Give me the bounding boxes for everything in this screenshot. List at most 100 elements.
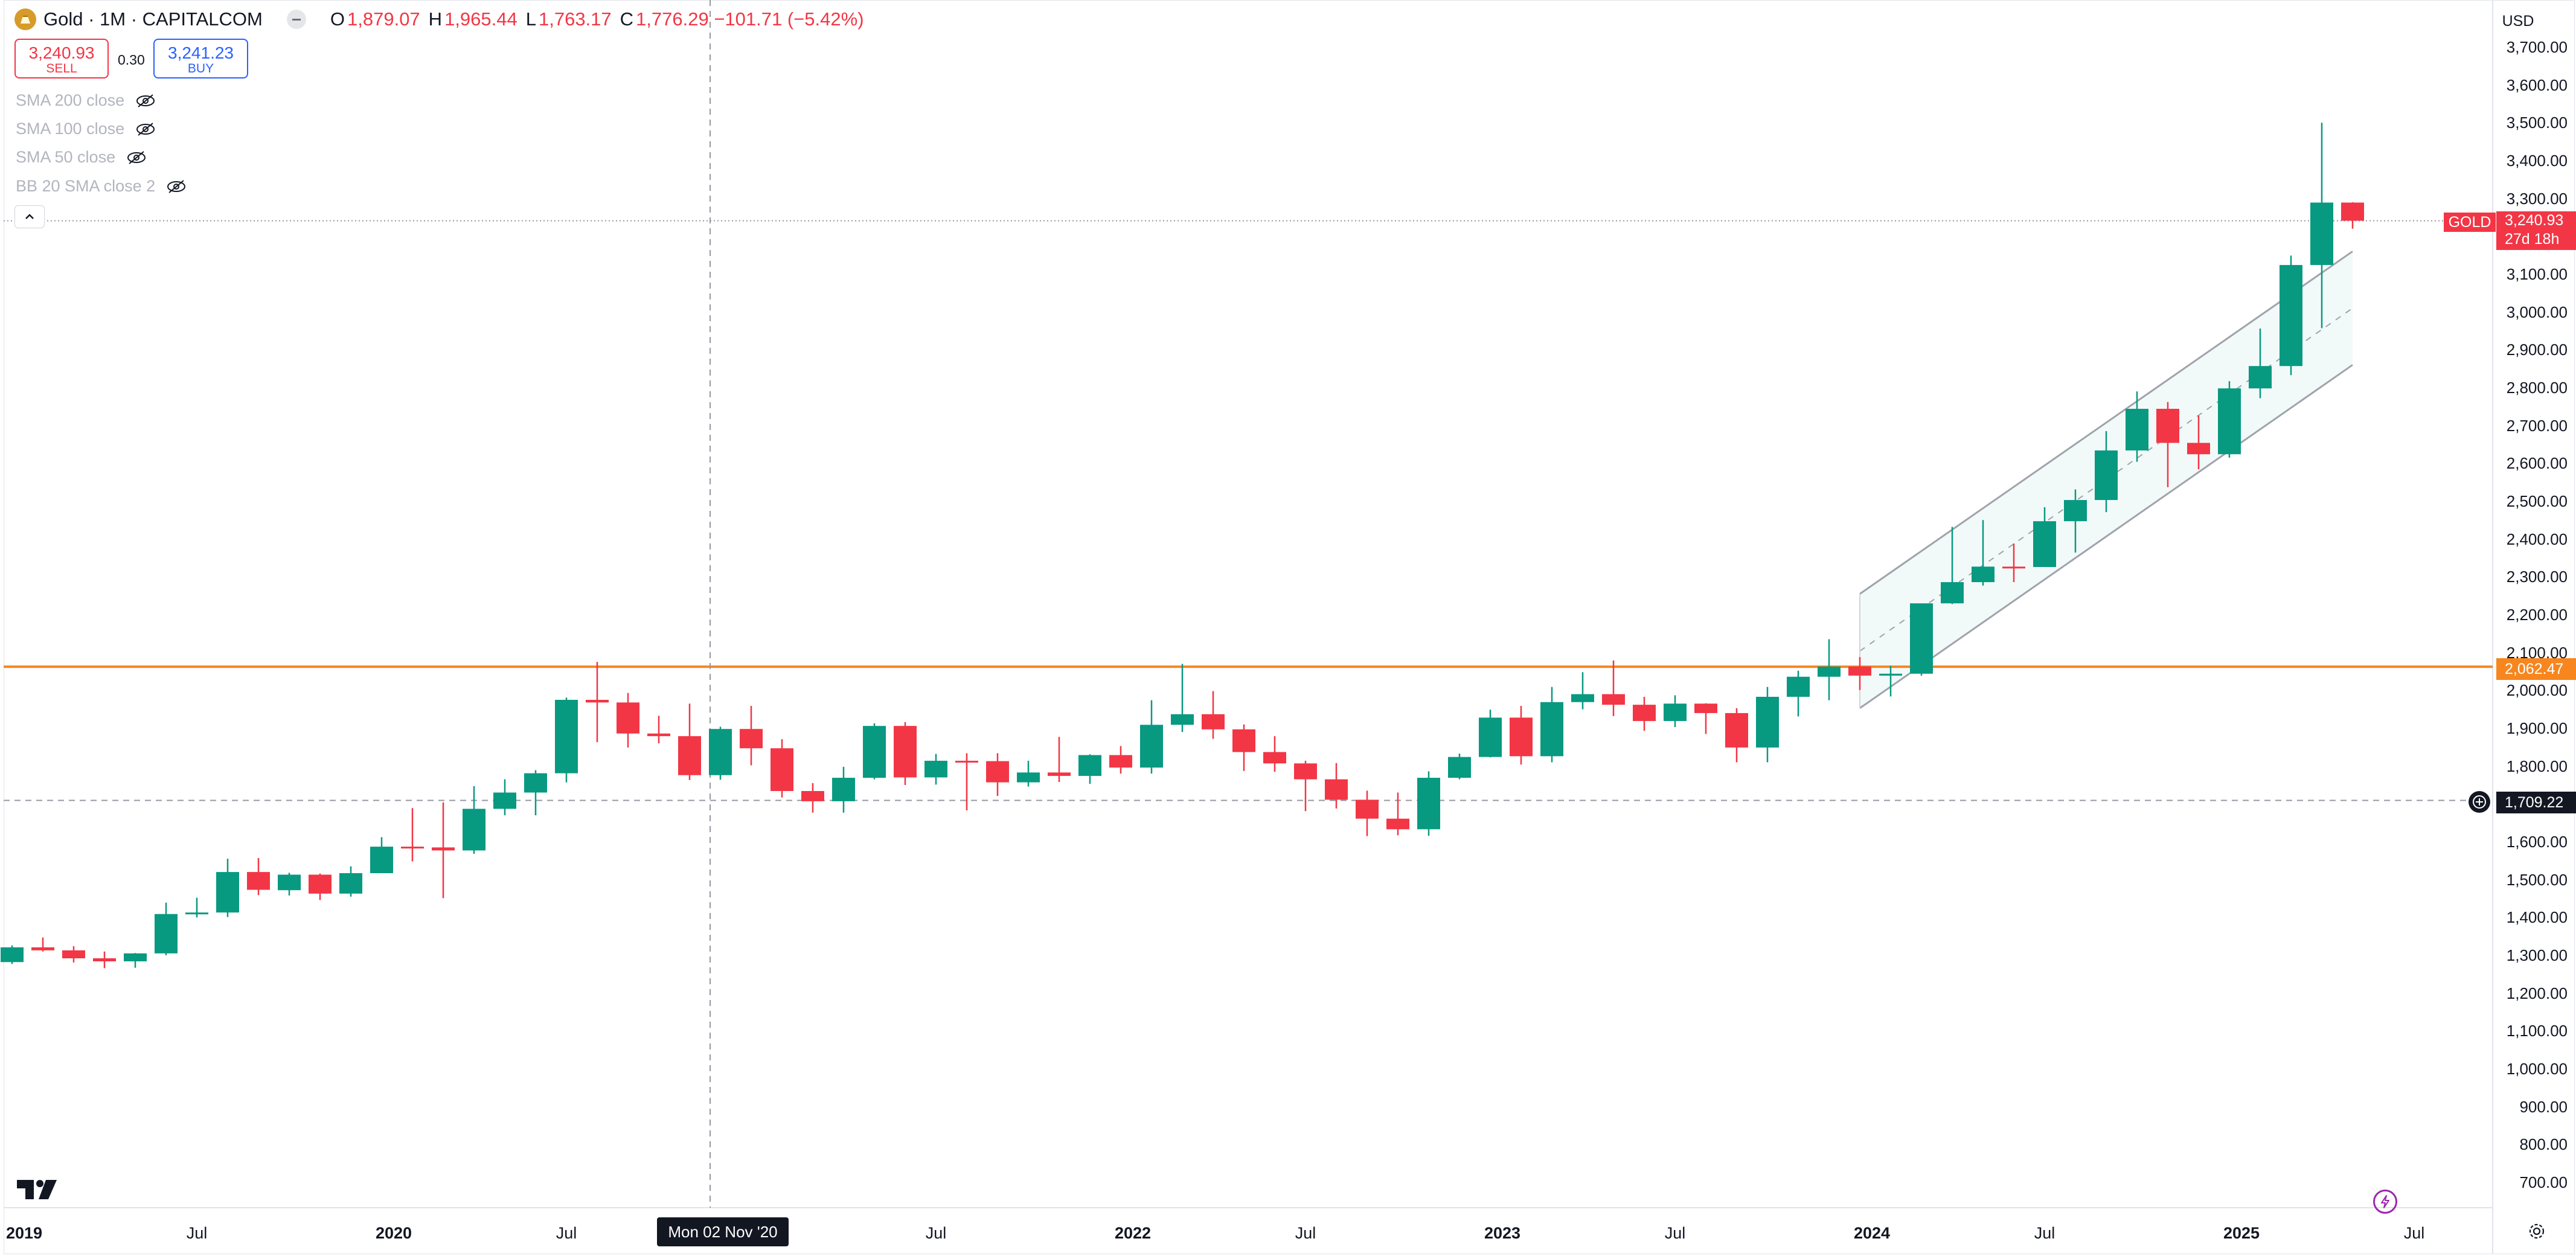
candle-body xyxy=(1202,714,1225,729)
candle-body xyxy=(1386,818,1409,830)
candle-body xyxy=(740,729,763,749)
eye-hidden-icon[interactable] xyxy=(135,94,156,108)
candle-body xyxy=(2218,388,2241,455)
symbol-title[interactable]: Gold · 1M · CAPITALCOM xyxy=(43,8,263,30)
currency-selector[interactable]: USD xyxy=(2502,12,2534,30)
candle-body xyxy=(278,874,301,891)
candle-body xyxy=(401,847,424,849)
candle-body xyxy=(1232,729,1255,752)
buy-button[interactable]: 3,241.23 BUY xyxy=(153,39,248,78)
gold-symbol-icon xyxy=(14,8,36,30)
candle-body xyxy=(1725,713,1748,748)
candle-body xyxy=(1540,702,1563,757)
symbol-menu-button[interactable] xyxy=(286,10,306,29)
time-tick-label: 2024 xyxy=(1853,1224,1891,1242)
sell-button[interactable]: 3,240.93 SELL xyxy=(14,39,109,78)
settings-gear-icon[interactable] xyxy=(2528,1222,2546,1243)
candle-body xyxy=(1633,705,1656,722)
candle-body xyxy=(524,773,547,793)
price-tick-label: 2,600.00 xyxy=(2506,454,2568,473)
last-price-tag: 3,240.93 27d 18h xyxy=(2496,211,2576,250)
candle-body xyxy=(370,847,393,873)
candle-body xyxy=(463,809,485,851)
collapse-legend-button[interactable] xyxy=(14,205,45,228)
add-alert-plus-icon[interactable] xyxy=(2469,791,2490,813)
eye-hidden-icon[interactable] xyxy=(135,122,156,136)
time-tick-label: 2023 xyxy=(1484,1224,1521,1242)
candle-body xyxy=(2156,409,2179,443)
candle-body xyxy=(1602,694,1625,705)
candle-body xyxy=(1448,757,1471,778)
candle-body xyxy=(647,733,670,737)
time-tick-label: 2019 xyxy=(5,1224,43,1242)
candle-body xyxy=(678,736,701,775)
candle-body xyxy=(924,760,947,778)
candle-body xyxy=(863,726,886,778)
time-tick-label: Jul xyxy=(2403,1224,2425,1242)
candle-body xyxy=(555,699,578,774)
price-tick-label: 2,200.00 xyxy=(2506,605,2568,624)
sell-price: 3,240.93 xyxy=(28,43,95,62)
indicator-sma-200[interactable]: SMA 200 close xyxy=(16,91,156,110)
candle-body xyxy=(2126,409,2148,450)
candle-body xyxy=(1664,703,1687,722)
candle-body xyxy=(1048,772,1071,776)
indicator-sma-50[interactable]: SMA 50 close xyxy=(16,148,147,167)
candle-body xyxy=(2095,450,2118,501)
spread-value: 0.30 xyxy=(118,52,145,68)
indicator-label: SMA 100 close xyxy=(16,120,125,138)
candle-body xyxy=(62,950,85,958)
candle-body xyxy=(1694,703,1717,713)
candle-body xyxy=(1,947,24,963)
candle-body xyxy=(2187,443,2210,455)
price-tick-label: 1,800.00 xyxy=(2506,757,2568,775)
channel-upper-line xyxy=(1859,251,2353,595)
low-label: L xyxy=(525,8,536,30)
candle-body xyxy=(1356,799,1379,819)
candle-body xyxy=(1910,603,1933,674)
candle-body xyxy=(1078,755,1101,776)
chart-frame xyxy=(4,0,2575,1254)
time-tick-label: 2020 xyxy=(375,1224,412,1242)
price-tick-label: 1,100.00 xyxy=(2506,1022,2568,1040)
candle-body xyxy=(1171,714,1194,725)
price-tick-label: 2,800.00 xyxy=(2506,378,2568,397)
candle-body xyxy=(339,873,362,894)
sell-label: SELL xyxy=(46,62,77,75)
candle-body xyxy=(2310,202,2333,265)
bar-countdown: 27d 18h xyxy=(2505,231,2560,248)
eye-hidden-icon[interactable] xyxy=(126,150,147,165)
candle-body xyxy=(1109,755,1132,768)
indicator-label: SMA 50 close xyxy=(16,148,116,166)
indicator-bb-20[interactable]: BB 20 SMA close 2 xyxy=(16,177,187,196)
candle-body xyxy=(1571,694,1594,702)
price-tick-label: 3,700.00 xyxy=(2506,37,2568,56)
price-tick-label: 3,300.00 xyxy=(2506,189,2568,208)
candle-body xyxy=(216,872,239,913)
tradingview-logo-icon[interactable] xyxy=(17,1178,58,1205)
candle-body xyxy=(1479,717,1502,757)
candle-body xyxy=(1972,566,1994,583)
crosshair-price-tag: 1,709.22 xyxy=(2496,792,2576,813)
lightning-icon[interactable] xyxy=(2373,1190,2397,1214)
candle-body xyxy=(93,958,116,962)
candle-body xyxy=(155,914,178,953)
buy-label: BUY xyxy=(187,62,214,75)
price-tick-label: 3,400.00 xyxy=(2506,151,2568,170)
price-tick-label: 2,300.00 xyxy=(2506,568,2568,586)
price-tick-label: 1,500.00 xyxy=(2506,870,2568,889)
candle-body xyxy=(432,847,455,851)
price-tick-label: 3,000.00 xyxy=(2506,303,2568,321)
time-tick-label: Jul xyxy=(925,1224,947,1242)
last-price-value: 3,240.93 xyxy=(2505,212,2564,229)
time-tick-label: Jul xyxy=(1664,1224,1686,1242)
candle-body xyxy=(1787,676,1810,697)
indicator-sma-100[interactable]: SMA 100 close xyxy=(16,120,156,138)
candle-body xyxy=(2249,366,2272,389)
crosshair-date-tag: Mon 02 Nov '20 xyxy=(657,1217,789,1246)
price-tick-label: 700.00 xyxy=(2519,1173,2568,1191)
candle-body xyxy=(1017,772,1040,783)
candle-body xyxy=(801,790,824,801)
eye-hidden-icon[interactable] xyxy=(166,179,187,194)
